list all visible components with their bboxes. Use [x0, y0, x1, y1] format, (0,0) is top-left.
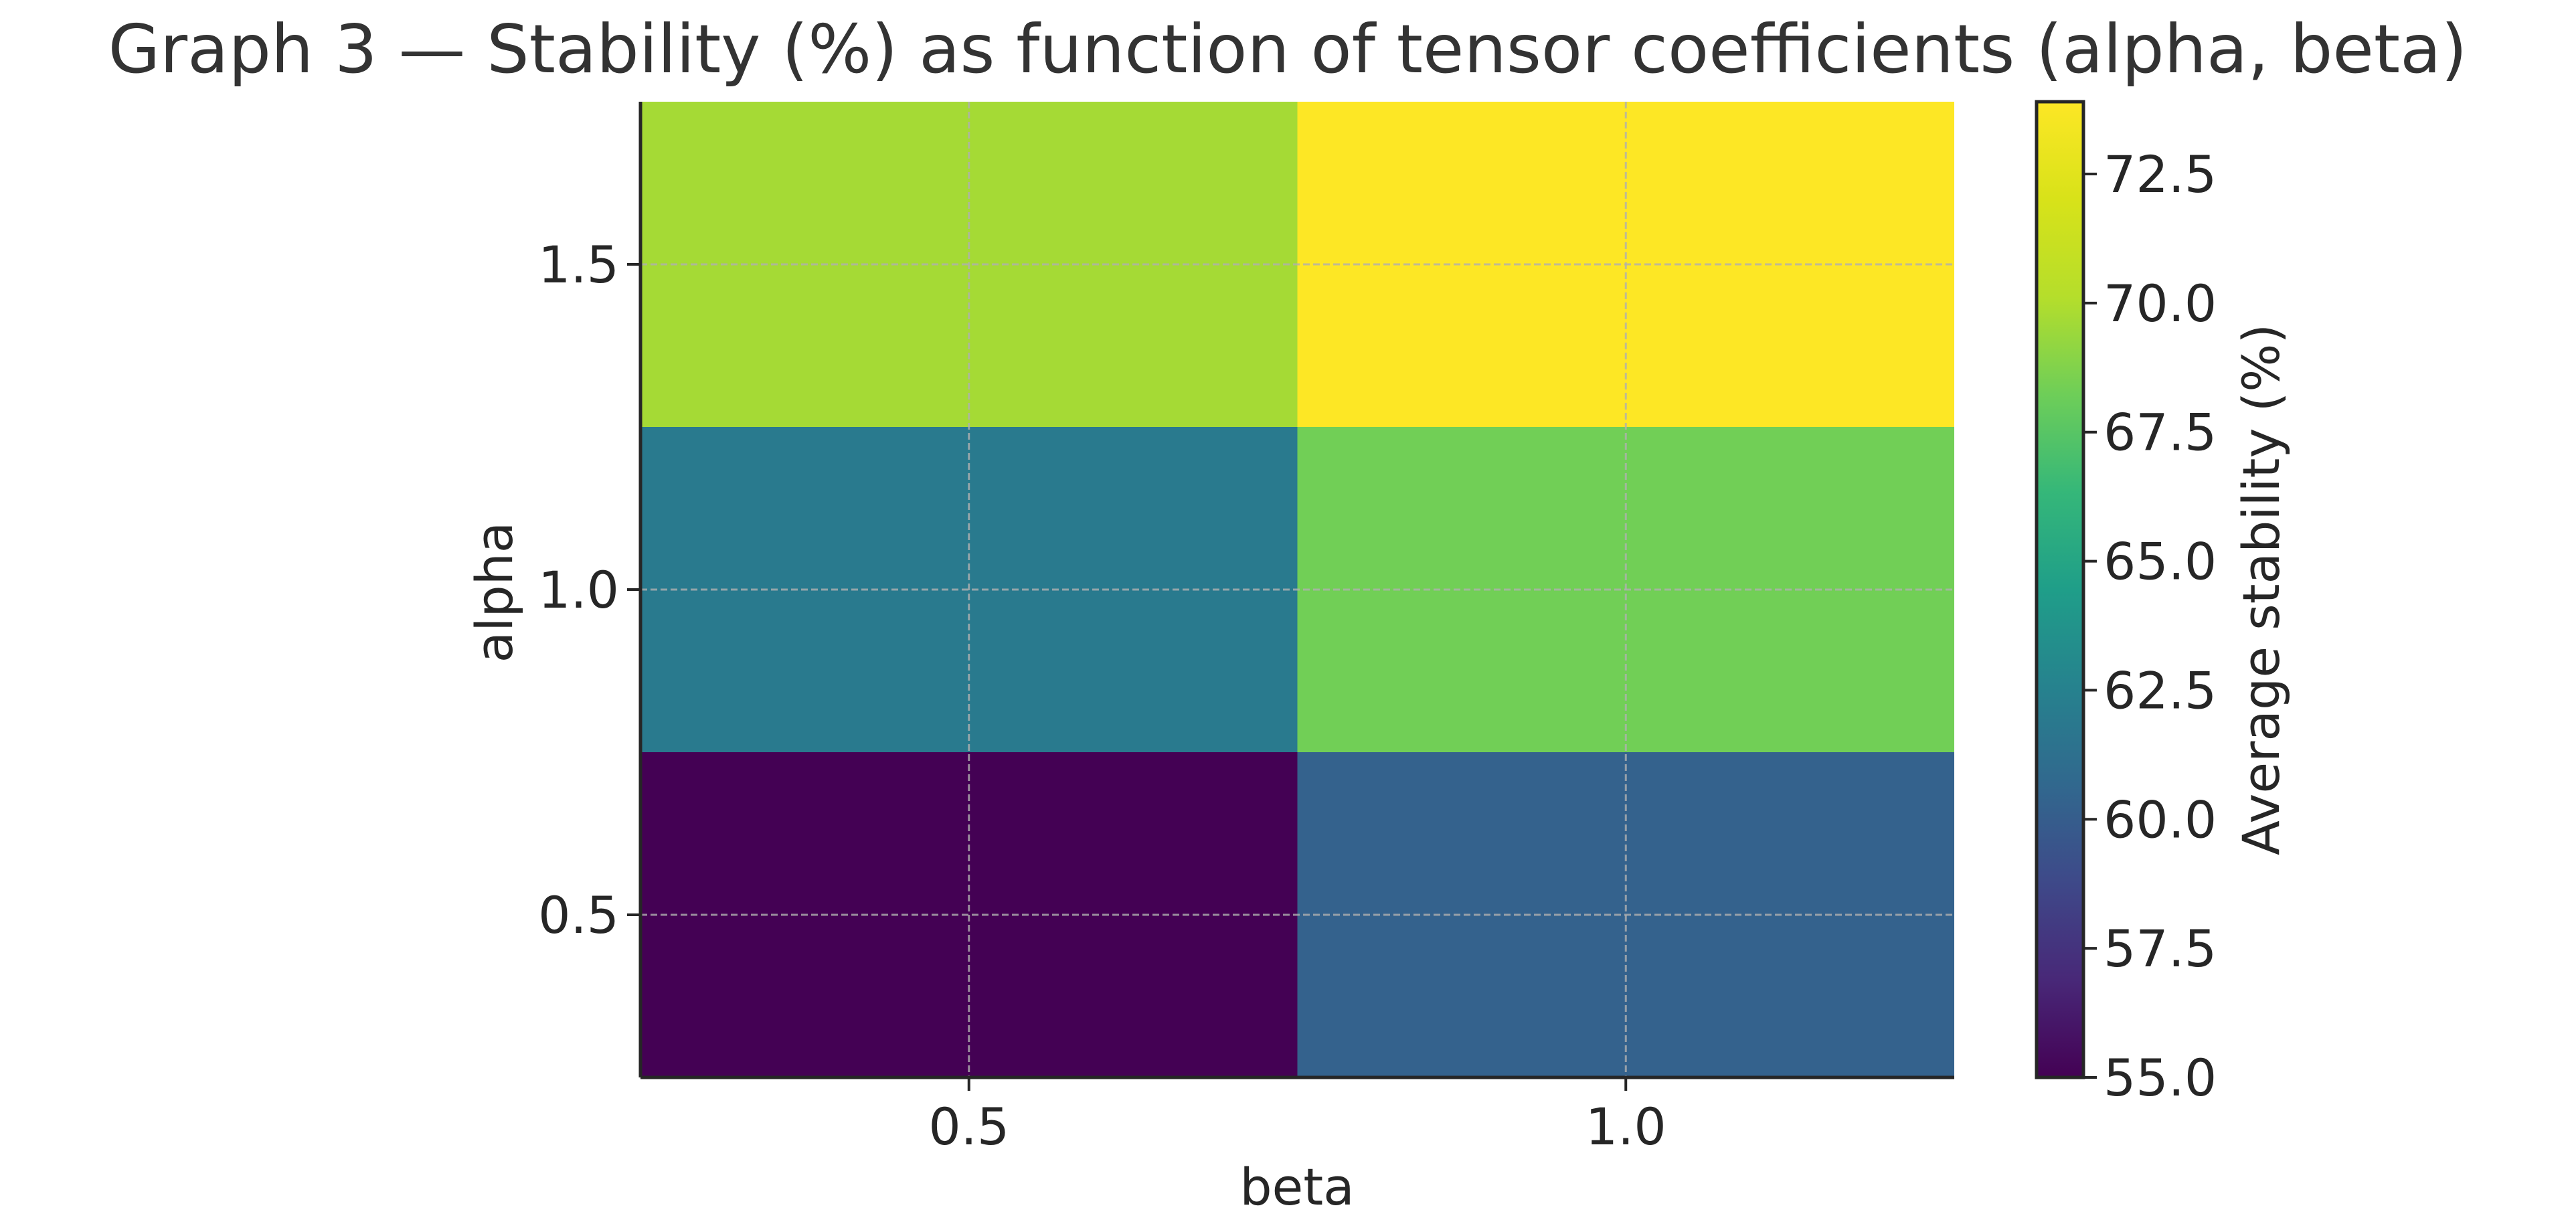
chart-title: Graph 3 — Stability (%) as function of t…	[108, 10, 2468, 88]
colorbar-tick-label: 65.0	[2103, 532, 2217, 592]
colorbar-tick-label: 57.5	[2103, 919, 2217, 978]
y-ticks: 0.5 1.0 1.5	[538, 235, 640, 945]
x-tick-label: 0.5	[928, 1097, 1009, 1156]
x-ticks: 0.5 1.0	[928, 1077, 1666, 1156]
colorbar-tick-label: 55.0	[2103, 1048, 2217, 1108]
grid-lines	[640, 102, 1954, 1077]
y-tick-label: 0.5	[538, 885, 619, 945]
colorbar-tick-label: 67.5	[2103, 403, 2217, 462]
colorbar-label: Average stability (%)	[2231, 324, 2291, 855]
colorbar	[2035, 100, 2085, 1079]
x-tick-label: 1.0	[1585, 1097, 1666, 1156]
y-tick-label: 1.5	[538, 235, 619, 294]
colorbar-ticks: 55.0 57.5 60.0 62.5 65.0 67.5 70.0 72.5	[2083, 145, 2217, 1108]
y-axis-label: alpha	[464, 522, 524, 663]
colorbar-tick-label: 72.5	[2103, 145, 2217, 204]
colorbar-tick-label: 70.0	[2103, 274, 2217, 333]
colorbar-tick-label: 60.0	[2103, 790, 2217, 849]
x-axis-label: beta	[1239, 1157, 1354, 1217]
y-tick-label: 1.0	[538, 560, 619, 620]
colorbar-tick-label: 62.5	[2103, 661, 2217, 720]
